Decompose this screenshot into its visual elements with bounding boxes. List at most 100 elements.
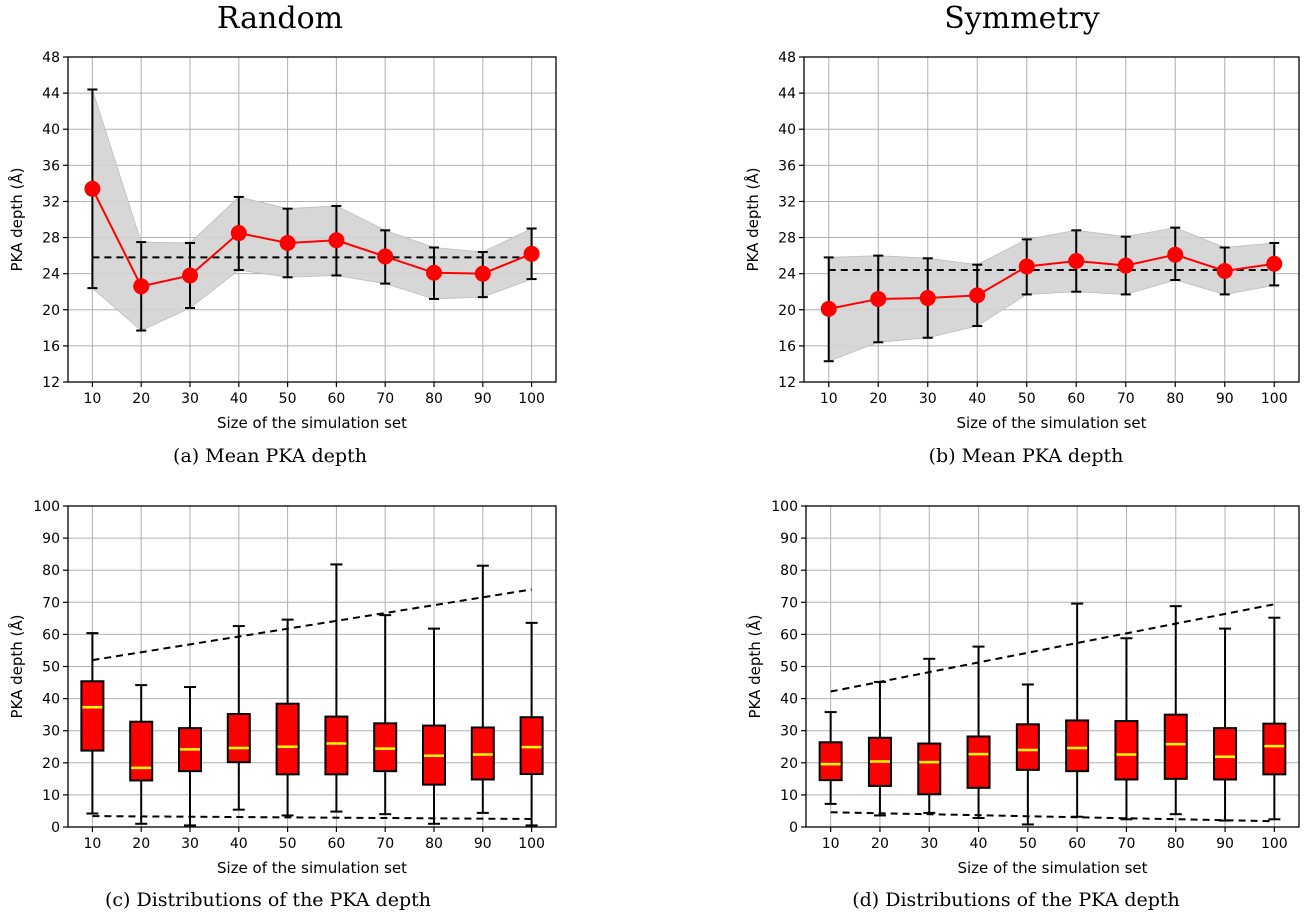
x-tick-label: 90 (474, 836, 492, 852)
data-point (183, 268, 198, 283)
y-tick-label: 28 (42, 231, 60, 247)
x-tick-label: 50 (1018, 391, 1036, 407)
y-tick-label: 50 (780, 660, 798, 676)
box (1214, 728, 1236, 779)
y-tick-label: 48 (42, 50, 60, 66)
panel-b: 10 20 30 40 50 60 70 80 90 1001216202428323640444… (743, 50, 1299, 432)
data-point (1019, 259, 1034, 274)
y-tick-label: 60 (42, 627, 60, 643)
x-tick-label: 90 (474, 391, 492, 407)
x-tick-label: 10 (83, 836, 101, 852)
y-tick-label: 70 (780, 595, 798, 611)
y-tick-label: 50 (42, 660, 60, 676)
x-tick-label: 10 (822, 836, 840, 852)
x-tick-label: 100 (1261, 836, 1288, 852)
data-point (524, 246, 539, 261)
y-tick-label: 12 (778, 375, 796, 391)
box (1115, 721, 1137, 779)
box (277, 704, 299, 775)
x-tick-label: 40 (230, 836, 248, 852)
x-tick-label: 70 (376, 391, 394, 407)
x-tick-label: 30 (181, 836, 199, 852)
data-point (1118, 258, 1133, 273)
x-tick-label: 90 (1216, 836, 1234, 852)
y-tick-label: 10 (780, 788, 798, 804)
y-axis-label: PKA depth (Å) (7, 614, 26, 718)
panel-d: 10 20 30 40 50 60 70 80 90 100 0 10 20 30 40 50 60 70 80 90… (745, 499, 1299, 877)
data-point (329, 233, 344, 248)
x-tick-label: 50 (279, 836, 297, 852)
caption-b: (b) Mean PKA depth (929, 445, 1124, 467)
y-tick-label: 16 (42, 339, 60, 355)
data-point (1168, 247, 1183, 262)
box (81, 681, 103, 750)
y-tick-label: 40 (780, 692, 798, 708)
x-tick-label: 50 (279, 391, 297, 407)
y-tick-label: 40 (42, 692, 60, 708)
panel-c: 10 20 30 40 50 60 70 80 90 100 0 10 20 30 40 50 60 70 80 90… (7, 499, 556, 877)
trend-line-lower (831, 812, 1275, 821)
x-tick-label: 80 (1166, 391, 1184, 407)
data-point (231, 226, 246, 241)
x-tick-label: 70 (1118, 836, 1136, 852)
y-tick-label: 90 (780, 531, 798, 547)
x-tick-label: 50 (1019, 836, 1037, 852)
box (228, 714, 250, 762)
y-axis-label: PKA depth (Å) (745, 614, 764, 718)
data-point (280, 235, 295, 250)
box (1263, 724, 1285, 775)
y-axis-label: PKA depth (Å) (7, 167, 26, 271)
data-point (1217, 263, 1232, 278)
x-tick-label: 80 (425, 391, 443, 407)
x-tick-label: 20 (132, 391, 150, 407)
y-tick-label: 80 (780, 563, 798, 579)
confidence-band (92, 90, 531, 331)
x-tick-label: 40 (230, 391, 248, 407)
y-tick-label: 70 (42, 595, 60, 611)
box (918, 744, 940, 795)
x-tick-label: 40 (970, 836, 988, 852)
x-tick-label: 60 (1067, 391, 1085, 407)
y-tick-label: 30 (780, 724, 798, 740)
box (1165, 715, 1187, 779)
box (1066, 720, 1088, 771)
column-title-random: Random (217, 1, 343, 36)
y-tick-label: 20 (780, 756, 798, 772)
x-tick-label: 40 (968, 391, 986, 407)
x-tick-label: 20 (871, 836, 889, 852)
x-tick-label: 60 (1068, 836, 1086, 852)
y-tick-label: 44 (42, 86, 60, 102)
column-title-symmetry: Symmetry (944, 1, 1100, 36)
y-tick-label: 12 (42, 375, 60, 391)
data-point (85, 181, 100, 196)
x-tick-label: 30 (181, 391, 199, 407)
x-axis-label: Size of the simulation set (217, 859, 407, 877)
caption-d: (d) Distributions of the PKA depth (852, 889, 1180, 911)
box (820, 742, 842, 780)
trend-line-upper (831, 604, 1275, 691)
trend-line-lower (92, 816, 531, 819)
y-tick-label: 24 (42, 267, 60, 283)
box (325, 717, 347, 775)
x-tick-label: 20 (869, 391, 887, 407)
caption-c: (c) Distributions of the PKA depth (105, 889, 431, 911)
x-tick-label: 60 (327, 391, 345, 407)
x-tick-label: 30 (920, 836, 938, 852)
y-tick-label: 60 (780, 627, 798, 643)
y-tick-label: 30 (42, 724, 60, 740)
y-axis-label: PKA depth (Å) (743, 167, 762, 271)
y-tick-label: 36 (42, 158, 60, 174)
trend-line-upper (92, 589, 531, 660)
box (130, 722, 152, 781)
y-tick-label: 20 (42, 756, 60, 772)
data-point (1069, 254, 1084, 269)
y-tick-label: 40 (778, 122, 796, 138)
y-tick-label: 10 (42, 788, 60, 804)
y-tick-label: 100 (33, 499, 60, 515)
y-tick-label: 36 (778, 158, 796, 174)
x-tick-label: 100 (518, 836, 545, 852)
x-tick-label: 100 (518, 391, 545, 407)
y-tick-label: 28 (778, 231, 796, 247)
data-point (1267, 256, 1282, 271)
x-axis-label: Size of the simulation set (956, 414, 1146, 432)
